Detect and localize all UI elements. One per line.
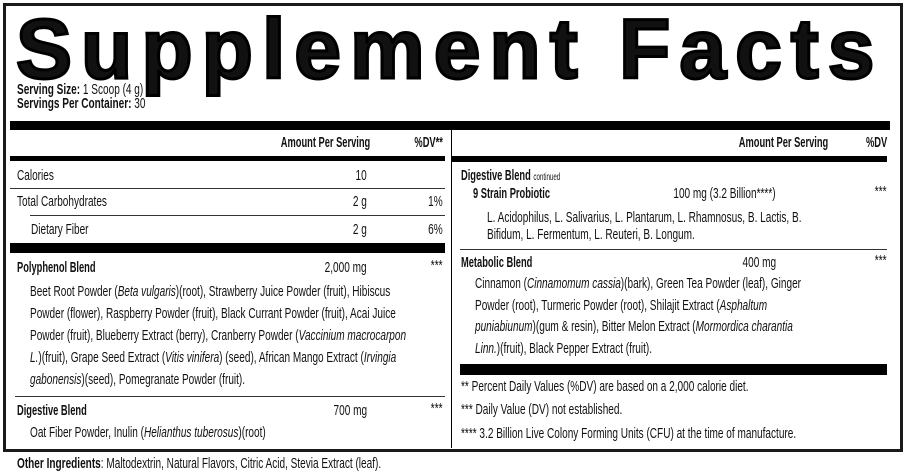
ingredient-text: )(root), Strawberry Juice Powder (fruit)… — [175, 283, 391, 300]
ingredient-text: Powder (flower), Raspberry Powder (fruit… — [30, 305, 396, 322]
ingredient-text: Oat Fiber Powder, Inulin ( — [30, 424, 144, 441]
metabolic-name: Metabolic Blend — [461, 254, 533, 271]
probiotic-dv: *** — [875, 183, 887, 200]
servings-per-container: Servings Per Container: 30 — [17, 95, 145, 113]
dv-header-left: %DV** — [414, 134, 443, 151]
digestive-dv: *** — [431, 400, 443, 417]
probiotic-amount: 100 mg (3.2 Billion****) — [673, 185, 776, 202]
polyphenol-name: Polyphenol Blend — [17, 259, 96, 276]
botanical-name: Irvingia — [363, 349, 397, 366]
ingredient-line: Oat Fiber Powder, Inulin (Helianthus tub… — [30, 424, 266, 442]
header-bar-left — [10, 156, 445, 161]
serving-size-value: 1 Scoop (4 g) — [80, 81, 144, 98]
ingredient-text: Powder (root), Turmeric Powder (root), S… — [475, 296, 720, 314]
ingredient-text: L. Acidophilus, L. Salivarius, L. Planta… — [487, 209, 802, 226]
row-fiber-amount: 2 g — [353, 221, 367, 238]
botanical-name: Vaccinium macrocarpon — [298, 327, 407, 344]
botanical-name: Asphaltum — [719, 296, 768, 314]
other-ingredients-label: Other Ingredients — [17, 455, 101, 472]
digestive-name: Digestive Blend — [17, 402, 87, 419]
divider — [10, 188, 445, 189]
botanical-name: Mormordica charantia — [695, 318, 793, 335]
row-carbs-amount: 2 g — [353, 193, 367, 210]
row-calories-amount: 10 — [355, 167, 367, 184]
botanical-name: Vitis vinifera — [165, 349, 220, 366]
digestive-cont-name: Digestive Blend continued — [461, 167, 560, 187]
row-carbs-name: Total Carbohydrates — [17, 193, 107, 210]
ingredient-text: )(bark), Green Tea Powder (leaf), Ginger — [620, 275, 802, 292]
section-bar-left — [10, 243, 445, 253]
row-fiber-name: Dietary Fiber — [31, 221, 89, 238]
header-bar-right — [452, 156, 887, 162]
top-bar — [10, 121, 890, 130]
ingredient-text: ) (seed), African Mango Extract ( — [219, 349, 364, 366]
ingredient-text: Beet Root Powder ( — [30, 283, 118, 300]
botanical-name: gabonensis — [30, 371, 82, 388]
continued-note: continued — [533, 172, 561, 183]
ingredient-line: puniabiunum)(gum & resin), Bitter Melon … — [475, 318, 793, 336]
botanical-name: Linn. — [475, 339, 497, 357]
other-ingredients-value: : Maltodextrin, Natural Flavors, Citric … — [100, 455, 382, 472]
ingredient-line: Powder (root), Turmeric Powder (root), S… — [475, 297, 767, 315]
ingredient-text: )(root) — [238, 424, 266, 441]
botanical-name: Beta vulgaris — [117, 283, 176, 300]
amount-header-right: Amount Per Serving — [738, 134, 828, 151]
ingredient-text: Cinnamon ( — [475, 275, 527, 292]
ingredient-text: )(fruit), Grape Seed Extract ( — [38, 349, 166, 366]
ingredient-line: L.)(fruit), Grape Seed Extract (Vitis vi… — [30, 349, 396, 367]
ingredient-line: Powder (fruit), Blueberry Extract (berry… — [30, 327, 406, 345]
dv-header-right: %DV — [865, 134, 887, 151]
botanical-name: Cinnamomum cassia — [526, 275, 621, 292]
footnote-not-established: *** Daily Value (DV) not established. — [461, 401, 623, 418]
digestive-amount: 700 mg — [333, 402, 367, 419]
section-bar-right — [460, 364, 887, 375]
ingredient-line: gabonensis)(seed), Pomegranate Powder (f… — [30, 371, 245, 389]
ingredient-line: Powder (flower), Raspberry Powder (fruit… — [30, 305, 396, 323]
botanical-name: Helianthus tuberosus — [143, 424, 239, 441]
row-calories-name: Calories — [17, 167, 54, 184]
ingredient-line: L. Acidophilus, L. Salivarius, L. Planta… — [487, 209, 802, 227]
ingredient-text: )(gum & resin), Bitter Melon Extract ( — [532, 318, 696, 335]
footnote-dv: ** Percent Daily Values (%DV) are based … — [461, 378, 749, 395]
ingredient-line: Linn.)(fruit), Black Pepper Extract (fru… — [475, 340, 652, 358]
divider — [460, 249, 887, 250]
metabolic-dv: *** — [875, 252, 887, 269]
botanical-name: L. — [30, 349, 39, 366]
servings-label: Servings Per Container: — [17, 95, 132, 112]
polyphenol-amount: 2,000 mg — [325, 259, 367, 276]
divider — [30, 215, 445, 216]
polyphenol-dv: *** — [431, 257, 443, 274]
column-divider — [451, 130, 452, 448]
metabolic-amount: 400 mg — [742, 254, 776, 271]
serving-size: Serving Size: 1 Scoop (4 g) — [17, 81, 143, 99]
serving-size-label: Serving Size: — [17, 81, 81, 98]
digestive-cont-title: Digestive Blend — [461, 167, 531, 184]
label-border — [3, 3, 903, 452]
ingredient-line: Beet Root Powder (Beta vulgaris)(root), … — [30, 283, 390, 301]
ingredient-text: )(seed), Pomegranate Powder (fruit). — [81, 371, 246, 388]
ingredient-line: Cinnamon (Cinnamomum cassia)(bark), Gree… — [475, 275, 801, 293]
ingredient-text: Powder (fruit), Blueberry Extract (berry… — [30, 327, 299, 344]
label-title: Supplement Facts — [14, 2, 884, 96]
row-carbs-dv: 1% — [428, 193, 443, 210]
ingredient-text: Bifidum, L. Fermentum, L. Reuteri, B. Lo… — [487, 226, 695, 243]
row-fiber-dv: 6% — [428, 221, 443, 238]
probiotic-name: 9 Strain Probiotic — [473, 185, 551, 202]
servings-value: 30 — [131, 95, 146, 112]
divider — [15, 396, 445, 397]
amount-header-left: Amount Per Serving — [280, 134, 370, 151]
other-ingredients: Other Ingredients: Maltodextrin, Natural… — [17, 455, 381, 473]
ingredient-text: )(fruit), Black Pepper Extract (fruit). — [496, 339, 653, 357]
ingredient-line: Bifidum, L. Fermentum, L. Reuteri, B. Lo… — [487, 226, 695, 244]
footnote-cfu: **** 3.2 Billion Live Colony Forming Uni… — [461, 425, 797, 442]
botanical-name: puniabiunum — [475, 318, 533, 335]
